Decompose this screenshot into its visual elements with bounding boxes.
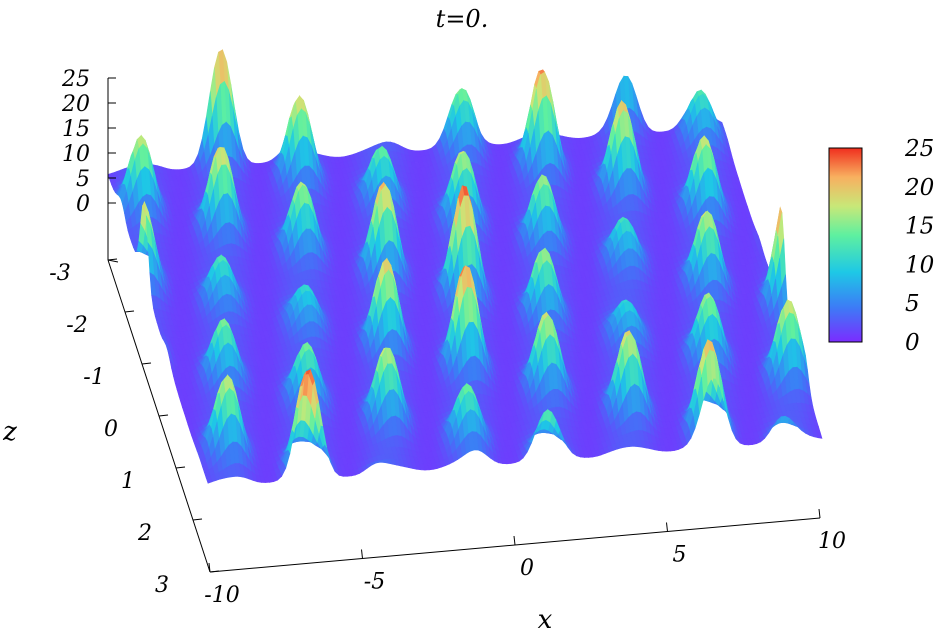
chart-title: t=0. <box>436 5 489 33</box>
surface-mesh <box>107 49 823 484</box>
